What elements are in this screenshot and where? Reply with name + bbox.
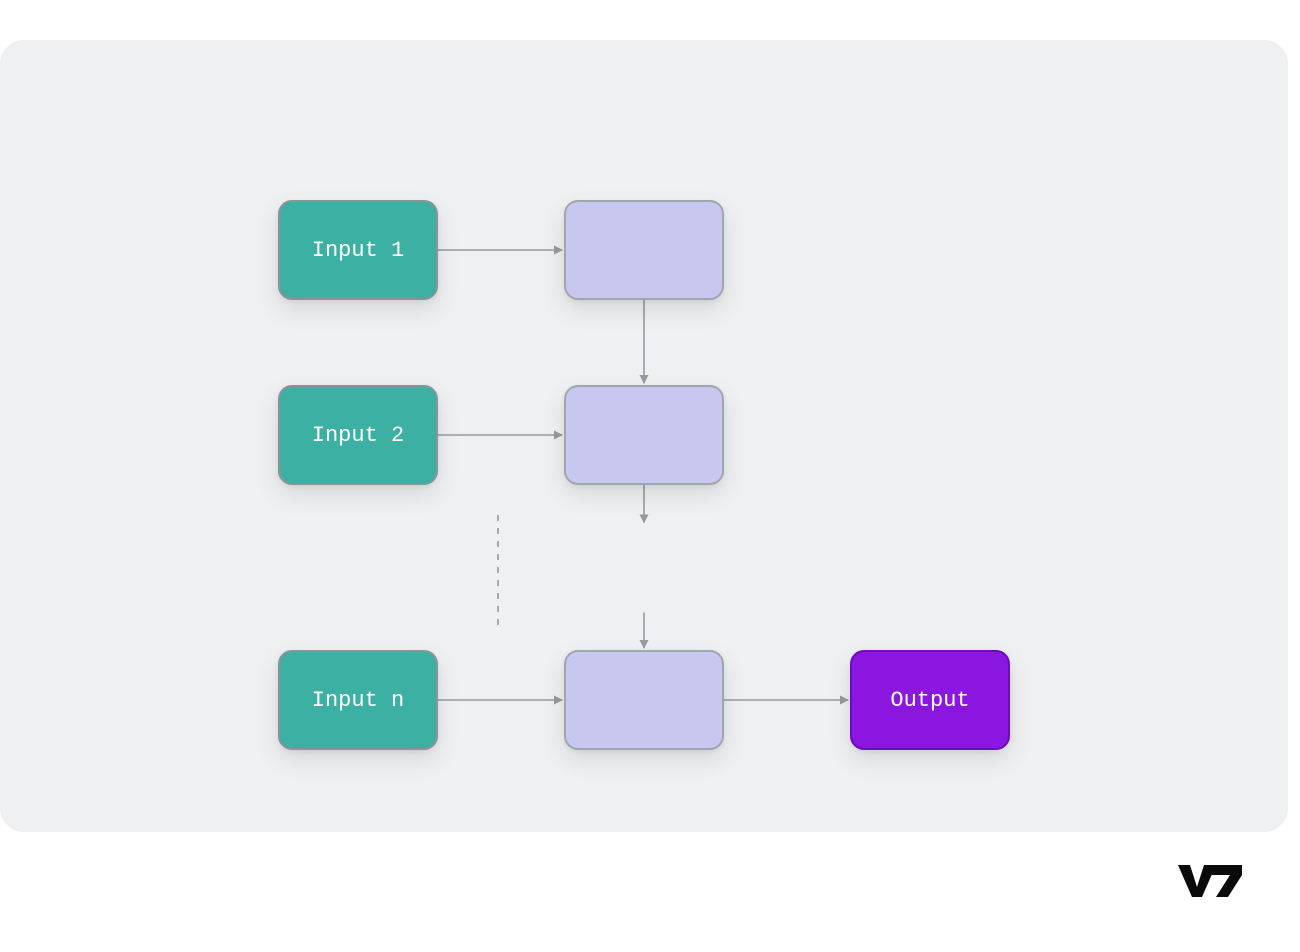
node-label: Input 1 <box>312 238 404 263</box>
node-out: Output <box>850 650 1010 750</box>
node-in1: Input 1 <box>278 200 438 300</box>
node-in2: Input 2 <box>278 385 438 485</box>
v7-logo <box>1178 863 1244 904</box>
node-p2 <box>564 385 724 485</box>
diagram-canvas: Input 1 Input 2 Input n Output <box>0 40 1288 832</box>
node-inn: Input n <box>278 650 438 750</box>
node-label: Output <box>890 688 969 713</box>
node-label: Input n <box>312 688 404 713</box>
node-pn <box>564 650 724 750</box>
node-p1 <box>564 200 724 300</box>
node-label: Input 2 <box>312 423 404 448</box>
